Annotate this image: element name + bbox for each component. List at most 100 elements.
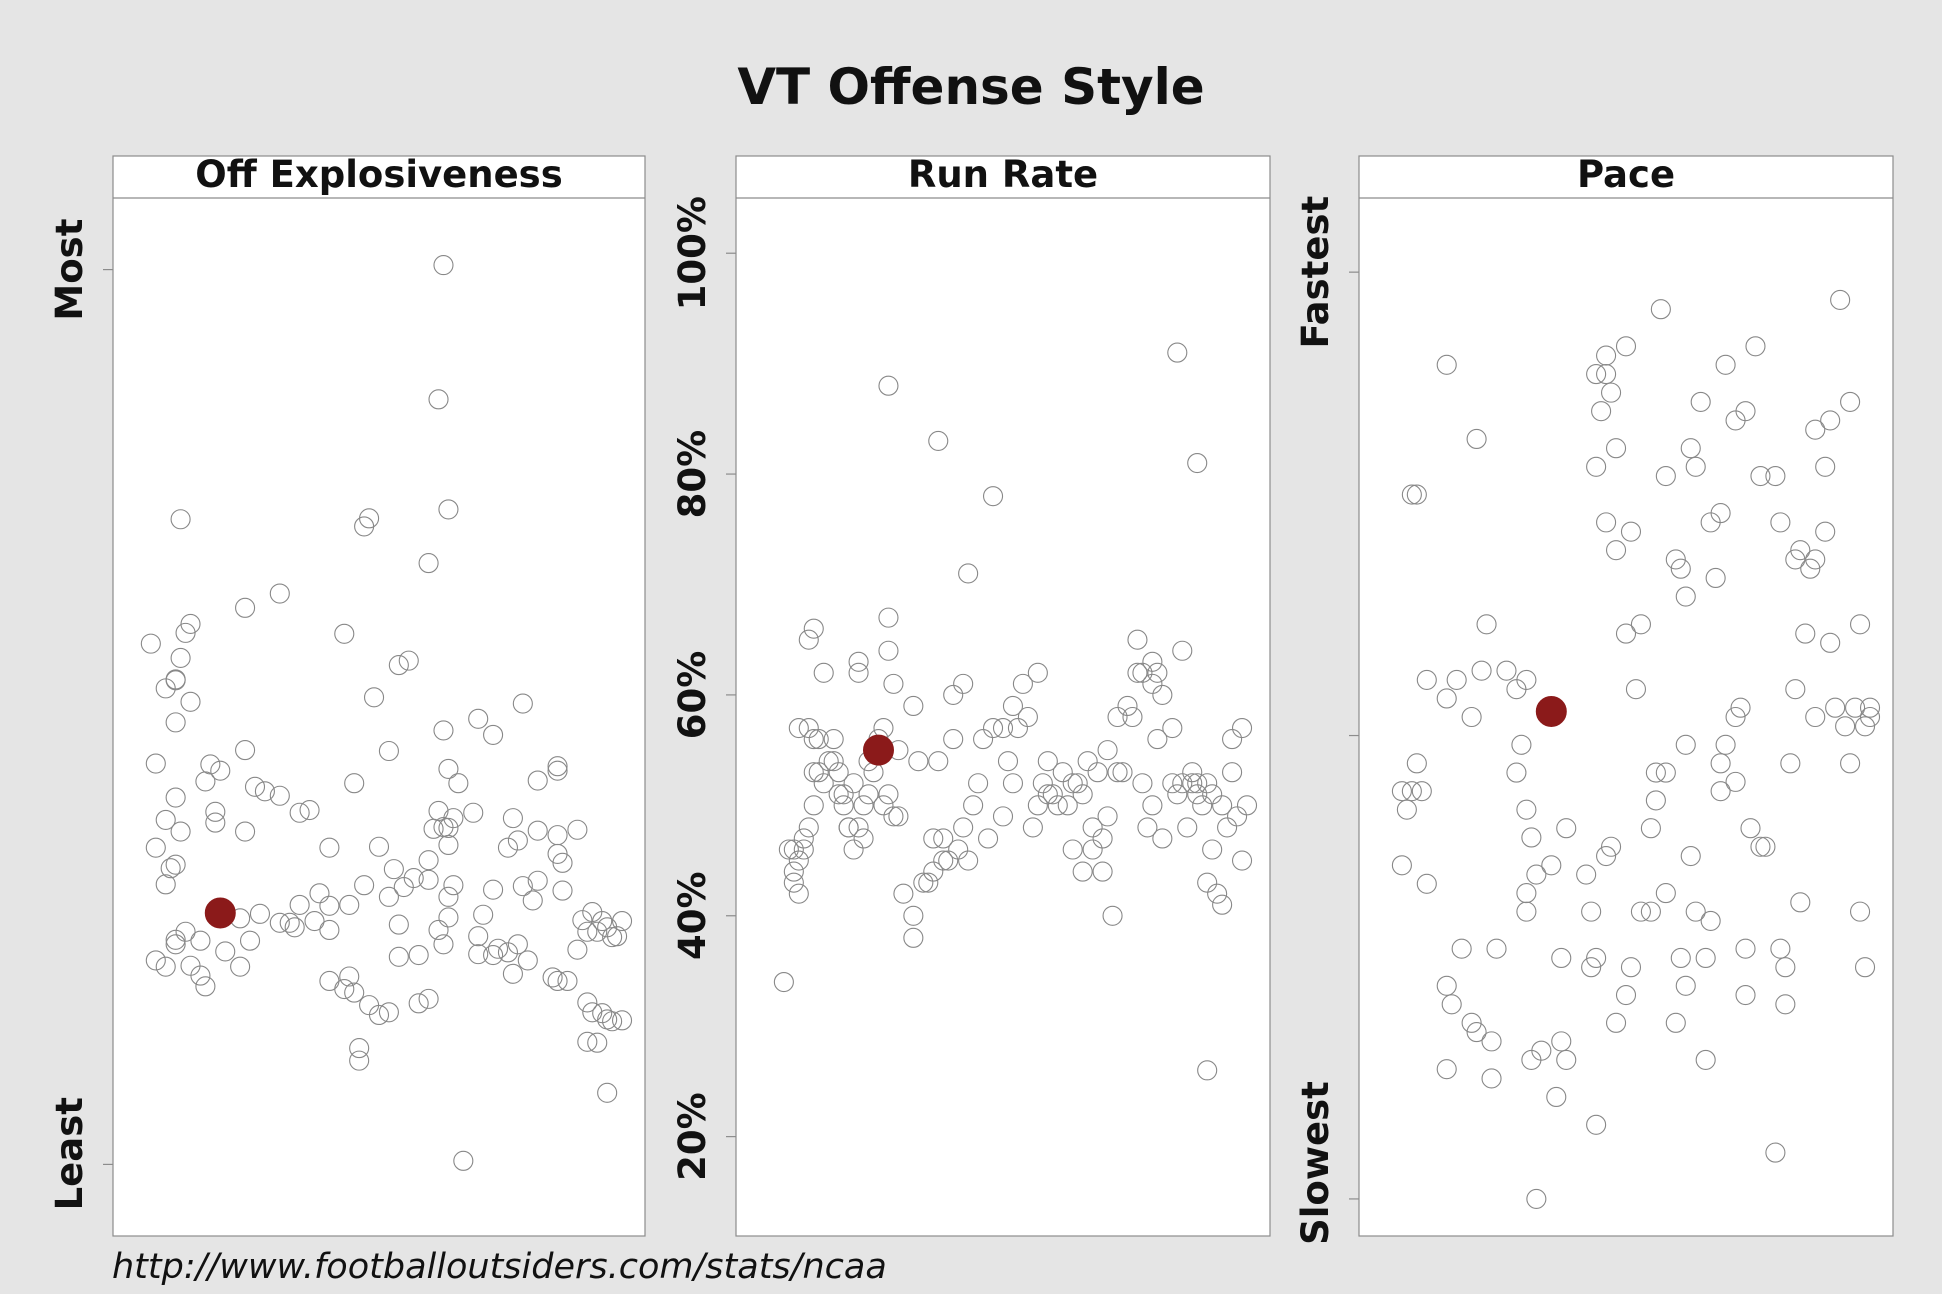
team-point <box>992 717 1014 739</box>
team-point <box>443 808 464 829</box>
team-point <box>611 1010 633 1031</box>
team-point <box>1725 771 1746 792</box>
team-point <box>1152 684 1173 705</box>
team-point <box>244 776 266 797</box>
team-point <box>547 756 568 777</box>
team-point <box>512 693 533 714</box>
y-tick-label: 20% <box>671 1092 714 1181</box>
team-point <box>1236 795 1258 816</box>
team-point <box>1605 438 1627 459</box>
team-point <box>1002 695 1024 717</box>
panel-2: Run Rate 20% 40% 60% 80% 100% <box>671 153 1271 1237</box>
team-point <box>1506 762 1527 783</box>
team-point <box>1675 975 1696 996</box>
team-point <box>1640 901 1661 922</box>
team-point <box>502 808 523 829</box>
team-point <box>577 921 598 942</box>
team-point <box>527 770 548 791</box>
team-point <box>230 956 251 977</box>
team-point <box>958 563 979 584</box>
team-point <box>1750 836 1771 857</box>
team-point <box>1650 299 1671 320</box>
team-point <box>818 751 839 772</box>
team-point <box>165 712 186 733</box>
team-point <box>160 858 181 879</box>
team-point <box>1854 957 1876 978</box>
team-point <box>557 970 578 992</box>
team-point <box>788 850 809 871</box>
team-point <box>1411 781 1432 802</box>
team-point <box>1840 753 1861 774</box>
team-point <box>918 872 939 893</box>
team-point <box>1516 883 1537 904</box>
team-point <box>1222 729 1243 750</box>
team-point <box>145 753 166 774</box>
team-point <box>1506 679 1527 700</box>
y-tick-label: 40% <box>671 871 714 960</box>
team-point <box>145 950 166 971</box>
team-point <box>254 781 275 802</box>
team-point <box>1401 781 1422 802</box>
team-point <box>1800 558 1821 579</box>
team-point <box>1167 342 1188 363</box>
team-point <box>1082 839 1103 860</box>
team-point <box>249 903 271 924</box>
team-point <box>1217 817 1238 838</box>
team-point <box>1516 799 1537 820</box>
team-point <box>1675 586 1696 607</box>
team-point <box>1471 660 1492 681</box>
team-point <box>1735 938 1756 959</box>
team-point <box>408 944 429 966</box>
team-point <box>1670 947 1691 969</box>
team-point <box>438 758 459 779</box>
team-point <box>423 818 444 839</box>
team-point <box>1032 773 1053 794</box>
team-point <box>438 907 459 928</box>
team-point <box>1401 484 1422 505</box>
team-point <box>1710 781 1731 802</box>
team-point <box>378 886 399 907</box>
team-point <box>813 773 834 794</box>
team-point <box>1227 806 1248 827</box>
team-point <box>1107 762 1128 783</box>
team-point <box>1695 1049 1716 1070</box>
team-point <box>567 939 588 960</box>
team-point <box>1620 957 1642 978</box>
team-point <box>483 944 504 966</box>
team-point <box>527 820 548 841</box>
team-point <box>933 828 954 849</box>
team-point <box>943 684 964 705</box>
team-point <box>319 919 340 941</box>
panel-title: Run Rate <box>908 153 1098 196</box>
team-point <box>788 883 809 904</box>
team-point <box>1436 354 1457 375</box>
team-point <box>597 1082 618 1103</box>
team-point <box>1037 784 1058 805</box>
panels: Off Explosiveness Least Most Run Rate 20% 40%… <box>48 153 1894 1245</box>
team-point <box>1177 817 1198 838</box>
team-point <box>1231 717 1253 739</box>
team-point <box>1446 669 1467 690</box>
team-point <box>527 870 548 891</box>
team-point <box>1162 773 1183 794</box>
team-point <box>1685 456 1706 477</box>
team-point <box>938 850 959 871</box>
team-point <box>319 837 340 858</box>
team-point <box>1596 345 1617 366</box>
team-point <box>873 795 894 816</box>
team-point <box>334 623 355 644</box>
team-point <box>793 828 814 849</box>
team-point <box>1152 828 1173 849</box>
team-point <box>1481 1031 1502 1052</box>
team-point <box>1416 669 1437 690</box>
team-point <box>359 508 380 529</box>
team-point <box>1596 512 1617 533</box>
panel-3: Pace Slowest Fastest <box>1294 153 1894 1245</box>
panel-title: Off Explosiveness <box>195 153 562 196</box>
team-point <box>165 787 186 808</box>
team-point <box>848 651 869 672</box>
team-point <box>1775 994 1796 1015</box>
team-point <box>363 687 385 708</box>
team-point <box>1790 540 1811 561</box>
